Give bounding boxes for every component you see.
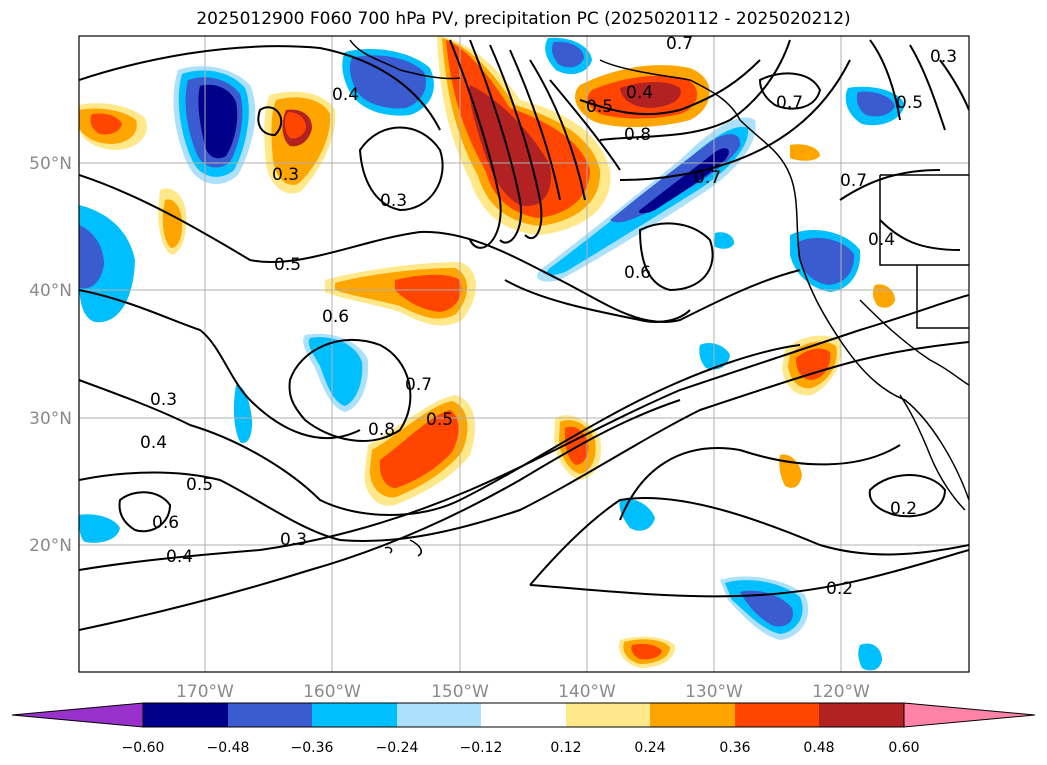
lon-axis: 170°W 160°W 150°W 140°W 130°W 120°W xyxy=(176,682,870,702)
contour-label: 0.6 xyxy=(624,263,651,283)
colorbar-tick-label: −0.48 xyxy=(207,740,250,756)
contour-label: 0.5 xyxy=(586,97,613,117)
colorbar-tick-label: 0.60 xyxy=(888,740,919,756)
colorbar-segment xyxy=(819,703,904,727)
colorbar-tick-label: −0.60 xyxy=(122,740,165,756)
colorbar-tick-label: 0.24 xyxy=(634,740,665,756)
lat-tick-label: 50°N xyxy=(29,154,72,174)
lat-tick-label: 30°N xyxy=(29,409,72,429)
contour-label: 0.5 xyxy=(274,255,301,275)
lon-tick-label: 120°W xyxy=(812,682,870,702)
colorbar-tick-label: 0.48 xyxy=(803,740,834,756)
colorbar-extend-low xyxy=(11,702,144,728)
contour-label: 0.6 xyxy=(322,307,349,327)
lon-tick-label: 170°W xyxy=(176,682,234,702)
contour-label: 0.7 xyxy=(776,93,803,113)
contour-label: 0.4 xyxy=(166,547,193,567)
contour-label: 0.3 xyxy=(930,47,957,67)
colorbar-extend-high xyxy=(903,702,1036,728)
graticule xyxy=(79,36,969,672)
colorbar-segment xyxy=(566,703,650,727)
lat-tick-label: 40°N xyxy=(29,281,72,301)
map-frame xyxy=(78,35,970,673)
contour-label: 0.7 xyxy=(666,34,693,54)
lat-axis: 50°N 40°N 30°N 20°N xyxy=(29,154,72,556)
colorbar-segment xyxy=(312,703,397,727)
colorbar-tick-label: −0.24 xyxy=(376,740,419,756)
contour-label: 0.7 xyxy=(694,168,721,188)
lon-tick-label: 140°W xyxy=(558,682,616,702)
lon-tick-label: 150°W xyxy=(431,682,489,702)
colorbar-outline xyxy=(142,702,905,728)
contour-label: 0.5 xyxy=(896,93,923,113)
colorbar-segment xyxy=(735,703,819,727)
contour-label: 0.7 xyxy=(840,171,867,191)
colorbar-tick-label: 0.12 xyxy=(550,740,581,756)
colorbar-segment xyxy=(481,703,566,727)
contour-label: 0.4 xyxy=(626,83,653,103)
map-title: 2025012900 F060 700 hPa PV, precipitatio… xyxy=(196,9,851,29)
contour-label: 0.4 xyxy=(868,230,895,250)
contour-label: 0.4 xyxy=(332,85,359,105)
contour-label: 0.5 xyxy=(426,410,453,430)
contour-label: 0.4 xyxy=(140,433,167,453)
colorbar-segment xyxy=(228,703,312,727)
pv-contours xyxy=(79,39,969,631)
contour-label: 0.2 xyxy=(890,499,917,519)
contour-label: 0.3 xyxy=(150,390,177,410)
colorbar-segment xyxy=(650,703,735,727)
contour-label: 0.6 xyxy=(152,513,179,533)
contour-label: 0.8 xyxy=(368,420,395,440)
colorbar-segment xyxy=(143,703,228,727)
contour-label: 0.3 xyxy=(380,191,407,211)
contour-label: 0.3 xyxy=(280,530,307,550)
lon-tick-label: 160°W xyxy=(303,682,361,702)
lon-tick-label: 130°W xyxy=(685,682,743,702)
colorbar-tick-label: −0.12 xyxy=(460,740,503,756)
colorbar-tick-label: 0.36 xyxy=(719,740,750,756)
contour-label: 0.8 xyxy=(624,125,651,145)
coastlines xyxy=(349,39,969,557)
lat-tick-label: 20°N xyxy=(29,536,72,556)
contour-labels: 0.7 0.3 0.4 0.3 0.5 0.6 0.7 0.8 0.5 0.3 … xyxy=(140,34,957,599)
colorbar: −0.60 −0.48 −0.36 −0.24 −0.12 0.12 0.24 … xyxy=(11,702,1036,756)
colorbar-tick-label: −0.36 xyxy=(291,740,334,756)
contour-label: 0.3 xyxy=(272,165,299,185)
contour-label: 0.5 xyxy=(186,475,213,495)
colorbar-segment xyxy=(397,703,481,727)
contour-label: 0.2 xyxy=(826,579,853,599)
contour-label: 0.7 xyxy=(405,375,432,395)
